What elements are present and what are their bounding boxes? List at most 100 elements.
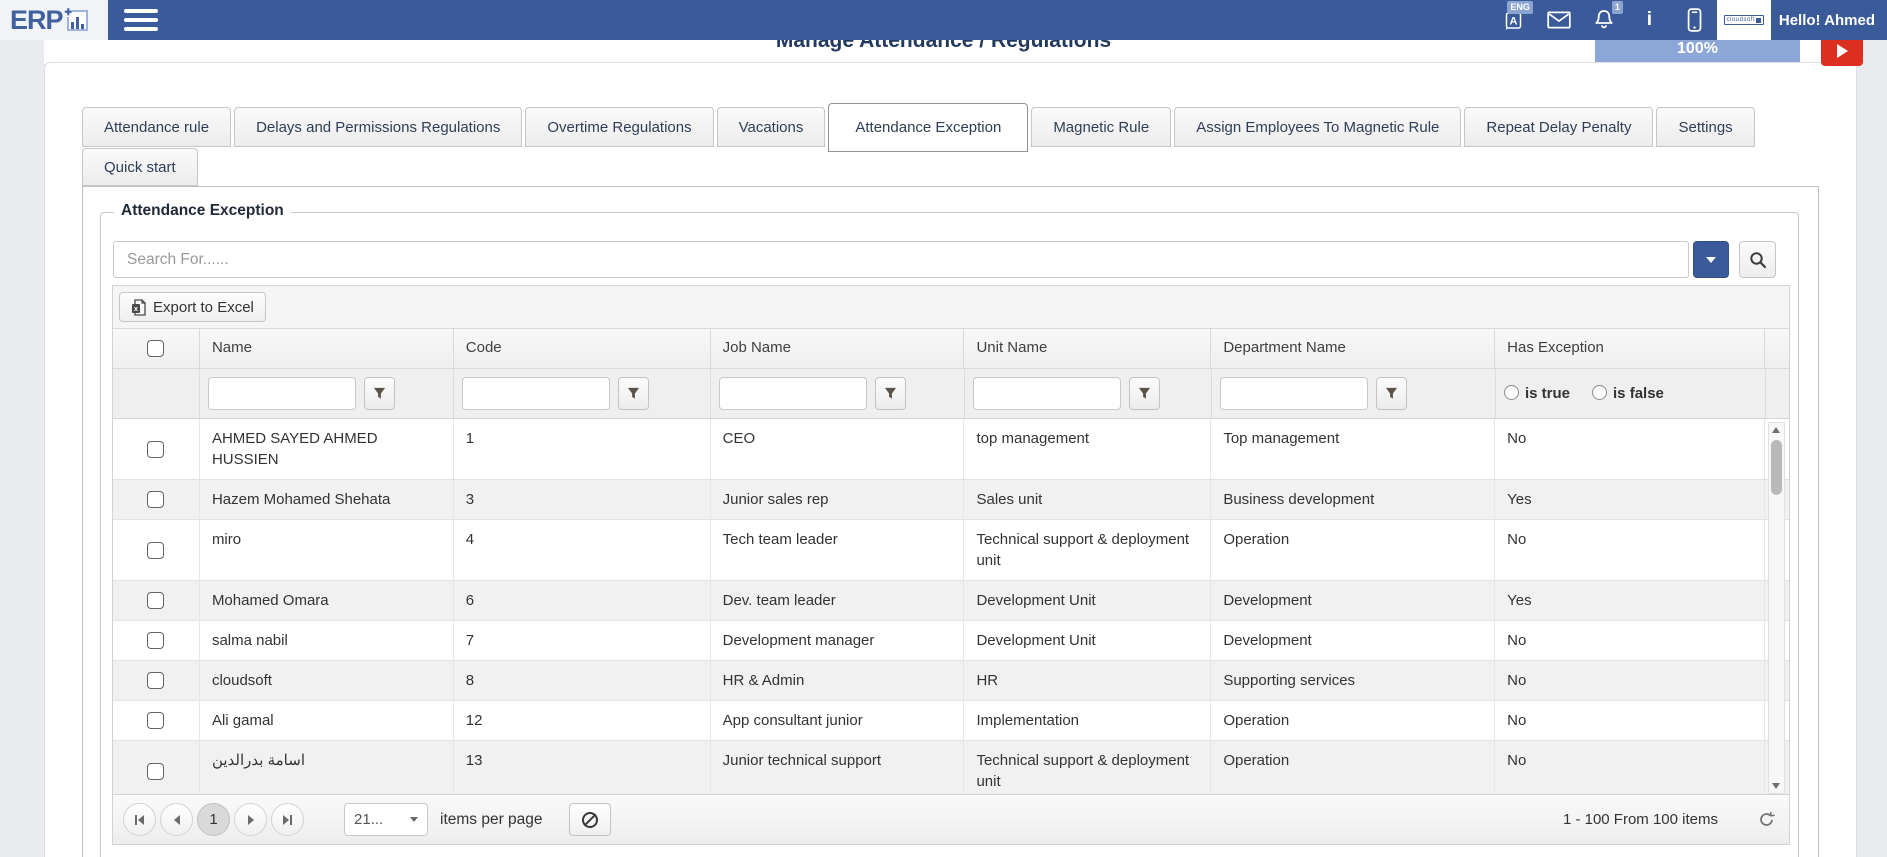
filter-cell-department-name: [1212, 369, 1496, 418]
row-checkbox[interactable]: [147, 440, 165, 458]
video-tutorial-button[interactable]: [1821, 36, 1863, 66]
header-sub-strip: [44, 40, 1857, 64]
cell-code: 7: [454, 621, 711, 660]
row-checkbox[interactable]: [147, 672, 165, 689]
cell-name: AHMED SAYED AHMED HUSSIEN: [200, 419, 454, 479]
row-checkbox-cell: [113, 661, 200, 700]
column-header-name[interactable]: Name: [200, 329, 454, 368]
filter-cell-empty: [113, 369, 200, 418]
export-to-excel-button[interactable]: x Export to Excel: [119, 292, 266, 322]
messages-button[interactable]: [1537, 0, 1582, 40]
search-options-button[interactable]: [1693, 241, 1729, 278]
column-header-unit-name[interactable]: Unit Name: [964, 329, 1212, 368]
code-filter-button[interactable]: [618, 377, 649, 410]
column-header-department-name[interactable]: Department Name: [1211, 329, 1496, 368]
tab-repeat-delay-penalty[interactable]: Repeat Delay Penalty: [1464, 107, 1654, 147]
name-filter-input[interactable]: [208, 377, 356, 410]
cell-job-name: Development manager: [711, 621, 965, 660]
column-header-code[interactable]: Code: [454, 329, 711, 368]
tab-overtime-regulations[interactable]: Overtime Regulations: [525, 107, 714, 147]
cell-code: 6: [454, 581, 711, 620]
cancel-changes-button[interactable]: [568, 803, 611, 836]
tab-vacations[interactable]: Vacations: [716, 107, 826, 147]
job-name-filter-button[interactable]: [875, 377, 906, 410]
row-checkbox-cell: [113, 581, 200, 620]
scroll-down-icon[interactable]: [1772, 783, 1780, 789]
table-row: اسامة بدرالدين 13 Junior technical suppo…: [113, 741, 1789, 802]
app-logo[interactable]: ERP ✚: [0, 0, 108, 40]
tab-quick-start[interactable]: Quick start: [82, 148, 198, 186]
refresh-button[interactable]: [1758, 811, 1775, 828]
column-header-has-exception[interactable]: Has Exception: [1495, 329, 1765, 368]
row-checkbox-cell: [113, 480, 200, 519]
code-filter-input[interactable]: [462, 377, 610, 410]
scroll-up-icon[interactable]: [1772, 427, 1780, 433]
current-page-button[interactable]: 1: [197, 803, 230, 836]
row-checkbox-cell: [113, 621, 200, 660]
row-checkbox[interactable]: [147, 712, 165, 729]
cell-unit-name: Development Unit: [964, 621, 1212, 660]
is-false-label: is false: [1613, 385, 1664, 402]
tab-delays-permissions[interactable]: Delays and Permissions Regulations: [234, 107, 523, 147]
row-checkbox[interactable]: [147, 632, 165, 649]
cell-department-name: Operation: [1211, 741, 1496, 801]
tab-strip-row2: Quick start: [82, 148, 198, 186]
tab-magnetic-rule[interactable]: Magnetic Rule: [1031, 107, 1172, 147]
mobile-app-button[interactable]: [1672, 0, 1717, 40]
page-size-select[interactable]: 21...: [344, 803, 428, 836]
menu-icon[interactable]: [124, 4, 158, 36]
excel-file-icon: x: [132, 298, 146, 316]
row-checkbox[interactable]: [147, 592, 165, 609]
select-all-cell: [113, 329, 200, 368]
notifications-button[interactable]: 1: [1582, 0, 1627, 40]
grid-header-row: Name Code Job Name Unit Name Department …: [113, 329, 1789, 369]
tab-settings[interactable]: Settings: [1656, 107, 1755, 147]
chevron-down-icon: [1706, 256, 1716, 263]
next-page-button[interactable]: [234, 803, 267, 836]
table-row: Ali gamal 12 App consultant junior Imple…: [113, 701, 1789, 741]
department-name-filter-input[interactable]: [1220, 377, 1368, 410]
department-name-filter-button[interactable]: [1376, 377, 1407, 410]
select-all-checkbox[interactable]: [147, 340, 165, 357]
cell-department-name: Development: [1211, 621, 1496, 660]
cell-code: 1: [454, 419, 711, 479]
language-button[interactable]: A ENG: [1492, 0, 1537, 40]
scrollbar-thumb[interactable]: [1771, 440, 1782, 495]
vertical-scrollbar[interactable]: [1768, 422, 1785, 794]
row-checkbox[interactable]: [147, 491, 165, 508]
cell-unit-name: top management: [964, 419, 1212, 479]
fieldset-legend: Attendance Exception: [114, 202, 291, 220]
first-page-button[interactable]: [123, 803, 156, 836]
row-checkbox[interactable]: [147, 541, 165, 559]
previous-page-button[interactable]: [160, 803, 193, 836]
is-true-radio[interactable]: [1504, 385, 1519, 400]
is-false-radio[interactable]: [1592, 385, 1608, 400]
search-button[interactable]: [1739, 241, 1776, 278]
grid-body: AHMED SAYED AHMED HUSSIEN 1 CEO top mana…: [113, 419, 1789, 817]
row-checkbox-cell: [113, 520, 200, 580]
cell-job-name: HR & Admin: [711, 661, 965, 700]
cell-department-name: Operation: [1211, 520, 1496, 580]
avatar[interactable]: cloudsoft: [1716, 0, 1771, 40]
grid-filter-row: is true is false: [113, 369, 1789, 419]
cell-unit-name: Implementation: [964, 701, 1212, 740]
cell-job-name: Junior technical support: [711, 741, 965, 801]
filter-cell-code: [454, 369, 711, 418]
tab-attendance-exception[interactable]: Attendance Exception: [828, 103, 1029, 152]
name-filter-button[interactable]: [364, 377, 395, 410]
search-input[interactable]: [113, 241, 1689, 278]
info-button[interactable]: i: [1627, 0, 1672, 40]
job-name-filter-input[interactable]: [719, 377, 867, 410]
cell-name: cloudsoft: [200, 661, 454, 700]
cell-code: 12: [454, 701, 711, 740]
row-checkbox[interactable]: [147, 762, 165, 780]
tab-attendance-rule[interactable]: Attendance rule: [82, 107, 232, 147]
mail-icon: [1547, 11, 1572, 29]
unit-name-filter-button[interactable]: [1129, 377, 1160, 410]
column-header-job-name[interactable]: Job Name: [711, 329, 965, 368]
export-label: Export to Excel: [153, 298, 254, 316]
unit-name-filter-input[interactable]: [973, 377, 1121, 410]
bell-icon: [1595, 10, 1613, 29]
tab-assign-employees-magnetic-rule[interactable]: Assign Employees To Magnetic Rule: [1174, 107, 1462, 147]
last-page-button[interactable]: [271, 803, 304, 836]
